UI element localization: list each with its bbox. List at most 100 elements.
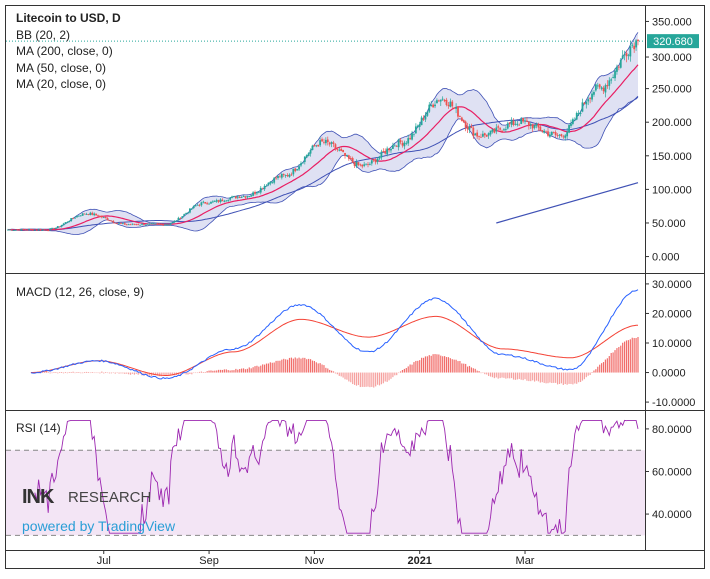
macd-histogram-bar (260, 365, 262, 373)
candle (445, 97, 448, 107)
macd-histogram-bar (424, 356, 427, 373)
candle-body (608, 80, 611, 86)
candle-body (390, 148, 392, 151)
macd-histogram-bar (248, 367, 250, 373)
candle-body (537, 124, 540, 128)
rsi-band-fill (6, 450, 645, 536)
ma200-legend: MA (200, close, 0) (16, 44, 113, 58)
ma200-line (496, 182, 639, 224)
candle-body (127, 224, 130, 226)
candle-body (91, 212, 94, 215)
macd-histogram-bar (145, 372, 147, 375)
macd-histogram-bar (329, 369, 331, 373)
candle (499, 127, 502, 131)
candle-body (616, 66, 618, 72)
candle (376, 157, 379, 165)
macd-histogram-bar (47, 372, 49, 373)
macd-histogram-bar (618, 347, 620, 373)
macd-histogram-bar (91, 372, 93, 373)
candle (424, 112, 427, 122)
candle-body (9, 229, 11, 231)
candle-body (439, 99, 442, 102)
candle (242, 195, 245, 198)
powered-by-tradingview: powered by TradingView (22, 518, 176, 534)
macd-histogram-bar (133, 372, 135, 375)
candle-body (296, 169, 299, 171)
candle (434, 100, 436, 109)
macd-histogram-bar (256, 365, 258, 373)
macd-histogram-bar (89, 372, 91, 374)
candle-body (629, 46, 632, 57)
candle-body (610, 79, 613, 81)
macd-histogram-bar (160, 372, 162, 377)
candle-body (143, 224, 145, 226)
candle-body (81, 213, 84, 216)
candle (564, 133, 567, 141)
macd-histogram-bar (41, 371, 44, 373)
candle (175, 220, 178, 222)
candle (405, 141, 408, 146)
macd-histogram-bar (225, 369, 227, 373)
candle-body (485, 134, 488, 137)
candle-body (223, 201, 226, 202)
candle (284, 174, 287, 178)
candle-body (422, 118, 425, 120)
macd-histogram-bar (193, 372, 195, 374)
macd-tick-label: 0.0000 (652, 368, 686, 380)
candle-body (399, 140, 402, 143)
candle (211, 200, 214, 204)
macd-histogram-bar (455, 359, 457, 373)
rsi-legend: RSI (14) (16, 421, 61, 435)
candle (275, 176, 277, 180)
macd-histogram-bar (166, 372, 168, 375)
macd-histogram-bar (443, 356, 446, 373)
candle (481, 130, 484, 138)
candle-body (225, 200, 228, 202)
macd-histogram-bar (309, 359, 312, 373)
candle-body (355, 161, 358, 167)
candle (198, 204, 201, 207)
ma20-legend: MA (20, close, 0) (16, 77, 107, 91)
macd-histogram-bar (403, 368, 405, 373)
candle (508, 122, 511, 128)
macd-histogram-bar (250, 368, 252, 373)
candle-body (43, 229, 46, 231)
macd-histogram-bar (367, 372, 369, 387)
candle (367, 161, 369, 168)
candle-body (416, 125, 419, 128)
candle-body (14, 229, 17, 231)
macd-histogram-bar (520, 372, 522, 380)
candle-body (12, 230, 15, 231)
candle-body (35, 229, 38, 231)
candle (386, 146, 389, 157)
candle (215, 198, 218, 203)
candle (123, 222, 126, 225)
macd-histogram-bar (219, 369, 222, 373)
macd-histogram-bar (128, 372, 130, 375)
candle-body (481, 133, 484, 137)
macd-histogram-bar (556, 372, 559, 385)
candle-body (114, 222, 117, 224)
candle (593, 90, 595, 97)
macd-histogram-bar (465, 363, 467, 373)
candle-body (248, 196, 251, 197)
candle-body (217, 200, 220, 202)
candle-body (418, 124, 421, 127)
candle-body (280, 173, 283, 178)
macd-histogram-bar (503, 372, 505, 378)
candle (317, 144, 320, 147)
candle-body (543, 130, 546, 133)
candle-body (246, 196, 249, 198)
candle-body (472, 127, 475, 136)
macd-histogram-bar (285, 359, 287, 373)
candle-body (503, 129, 505, 131)
macd-histogram-bar (566, 372, 568, 385)
candle (146, 223, 149, 225)
candle (257, 191, 260, 194)
candle (474, 132, 477, 136)
candle-body (424, 115, 427, 120)
candle (625, 50, 628, 63)
candle-body (83, 213, 86, 215)
candle (313, 144, 316, 147)
macd-histogram-bar (461, 363, 463, 373)
